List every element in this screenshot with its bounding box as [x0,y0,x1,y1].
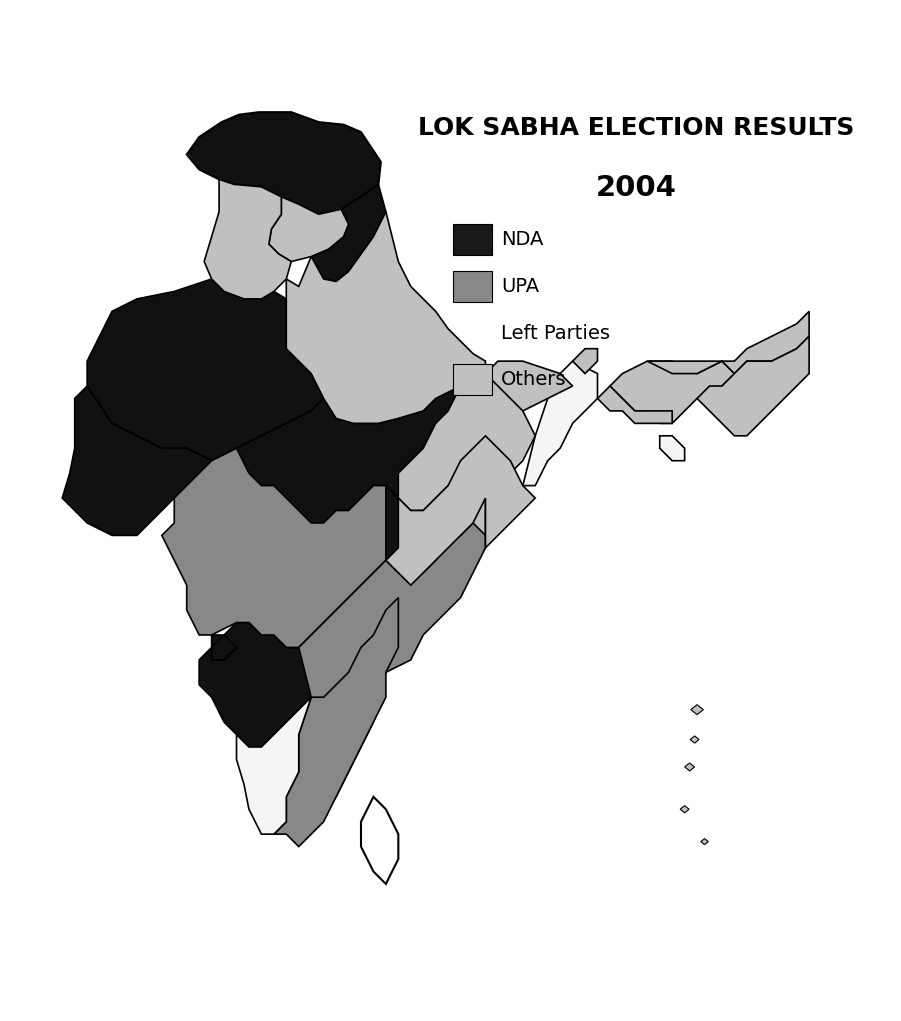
Polygon shape [199,561,398,747]
Polygon shape [287,498,486,822]
Text: Others: Others [501,371,567,389]
Text: NDA: NDA [501,230,543,249]
Polygon shape [697,336,809,436]
Polygon shape [287,211,486,424]
Text: UPA: UPA [501,277,539,296]
Polygon shape [361,796,398,884]
Polygon shape [398,374,535,535]
Polygon shape [212,635,236,660]
Polygon shape [311,185,386,282]
Polygon shape [690,736,699,743]
Polygon shape [386,436,535,585]
Text: Left Parties: Left Parties [501,324,610,342]
Polygon shape [205,180,291,299]
Polygon shape [87,279,323,460]
Polygon shape [187,112,381,214]
Polygon shape [268,197,349,261]
Bar [453,224,492,255]
Polygon shape [610,361,734,424]
Polygon shape [62,386,212,535]
Polygon shape [236,697,311,834]
Bar [453,271,492,302]
Polygon shape [597,386,672,424]
Polygon shape [680,806,689,813]
Polygon shape [573,349,597,374]
Polygon shape [660,436,685,460]
Polygon shape [701,838,708,844]
Polygon shape [236,374,486,523]
Bar [453,364,492,395]
Polygon shape [647,311,809,374]
Polygon shape [523,361,597,486]
Polygon shape [274,597,398,846]
Polygon shape [162,448,386,647]
Polygon shape [386,436,486,585]
Polygon shape [448,361,573,436]
Text: 2004: 2004 [596,174,677,202]
Polygon shape [685,763,695,771]
Polygon shape [691,704,704,715]
Text: LOK SABHA ELECTION RESULTS: LOK SABHA ELECTION RESULTS [418,116,854,140]
